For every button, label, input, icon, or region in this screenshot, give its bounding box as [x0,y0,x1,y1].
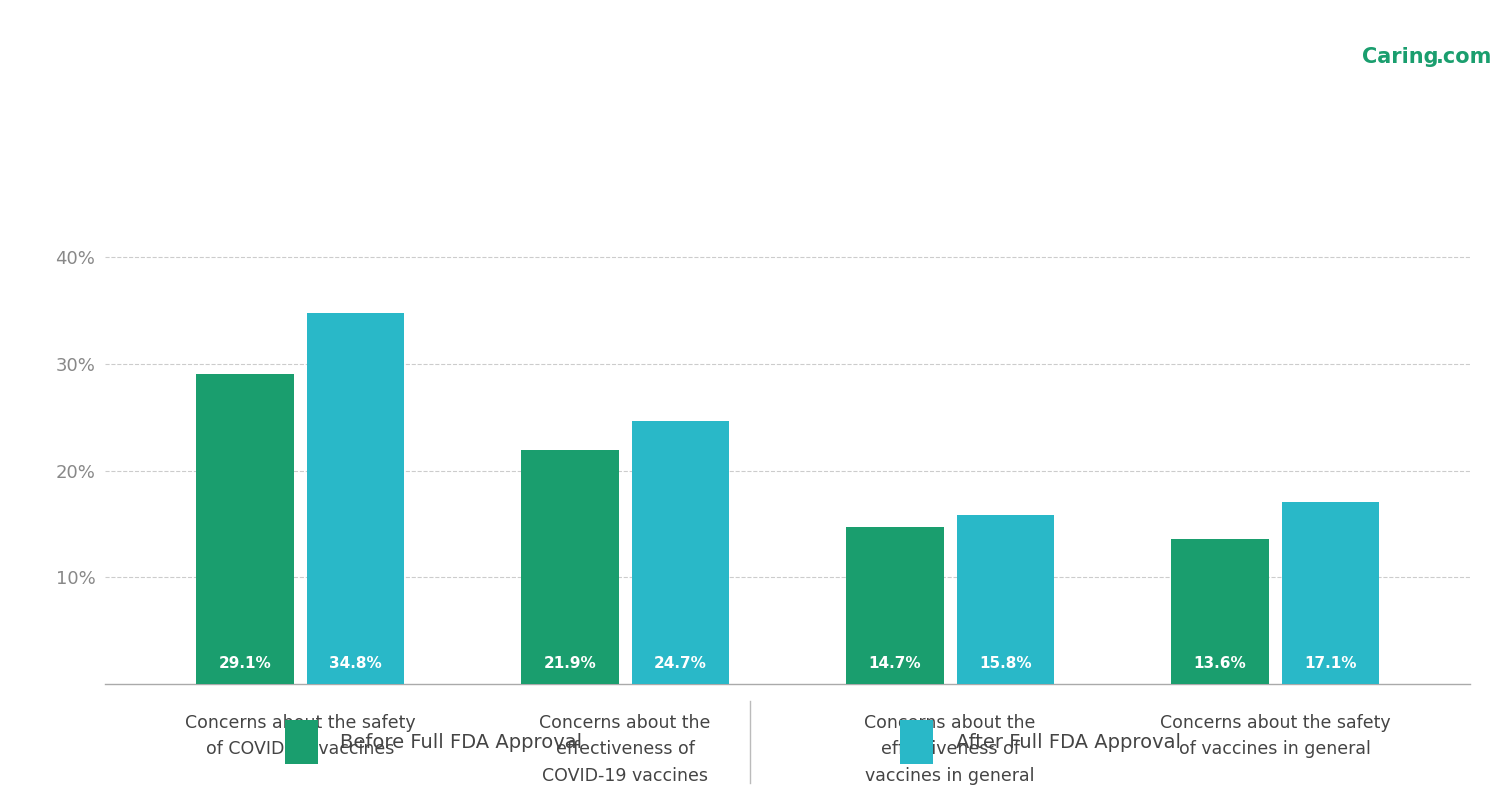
FancyBboxPatch shape [900,720,933,764]
Bar [520,450,618,684]
Text: .com: .com [1436,47,1492,67]
Text: 17.1%: 17.1% [1304,656,1356,671]
Bar [1281,502,1378,684]
Text: 24.7%: 24.7% [654,656,706,671]
Bar [1172,539,1269,684]
Text: Before Full FDA Approval: Before Full FDA Approval [340,733,582,751]
Text: 34.8%: 34.8% [328,656,381,671]
Text: 21.9%: 21.9% [543,656,596,671]
Text: 13.6%: 13.6% [1194,656,1246,671]
Bar [957,515,1054,684]
Text: Vaccine Safety and Effectiveness: Vaccine Safety and Effectiveness [309,130,1191,175]
Text: 14.7%: 14.7% [868,656,921,671]
Text: After Full FDA Approval: After Full FDA Approval [956,733,1180,751]
Text: Caregivers Vaccine Hesitancy:: Caregivers Vaccine Hesitancy: [348,49,1152,94]
Text: 15.8%: 15.8% [980,656,1032,671]
FancyBboxPatch shape [285,720,318,764]
Bar [196,374,294,684]
Bar [846,527,944,684]
Bar [306,313,404,684]
Text: 29.1%: 29.1% [219,656,272,671]
Text: Caring: Caring [1362,47,1438,67]
Bar [632,421,729,684]
